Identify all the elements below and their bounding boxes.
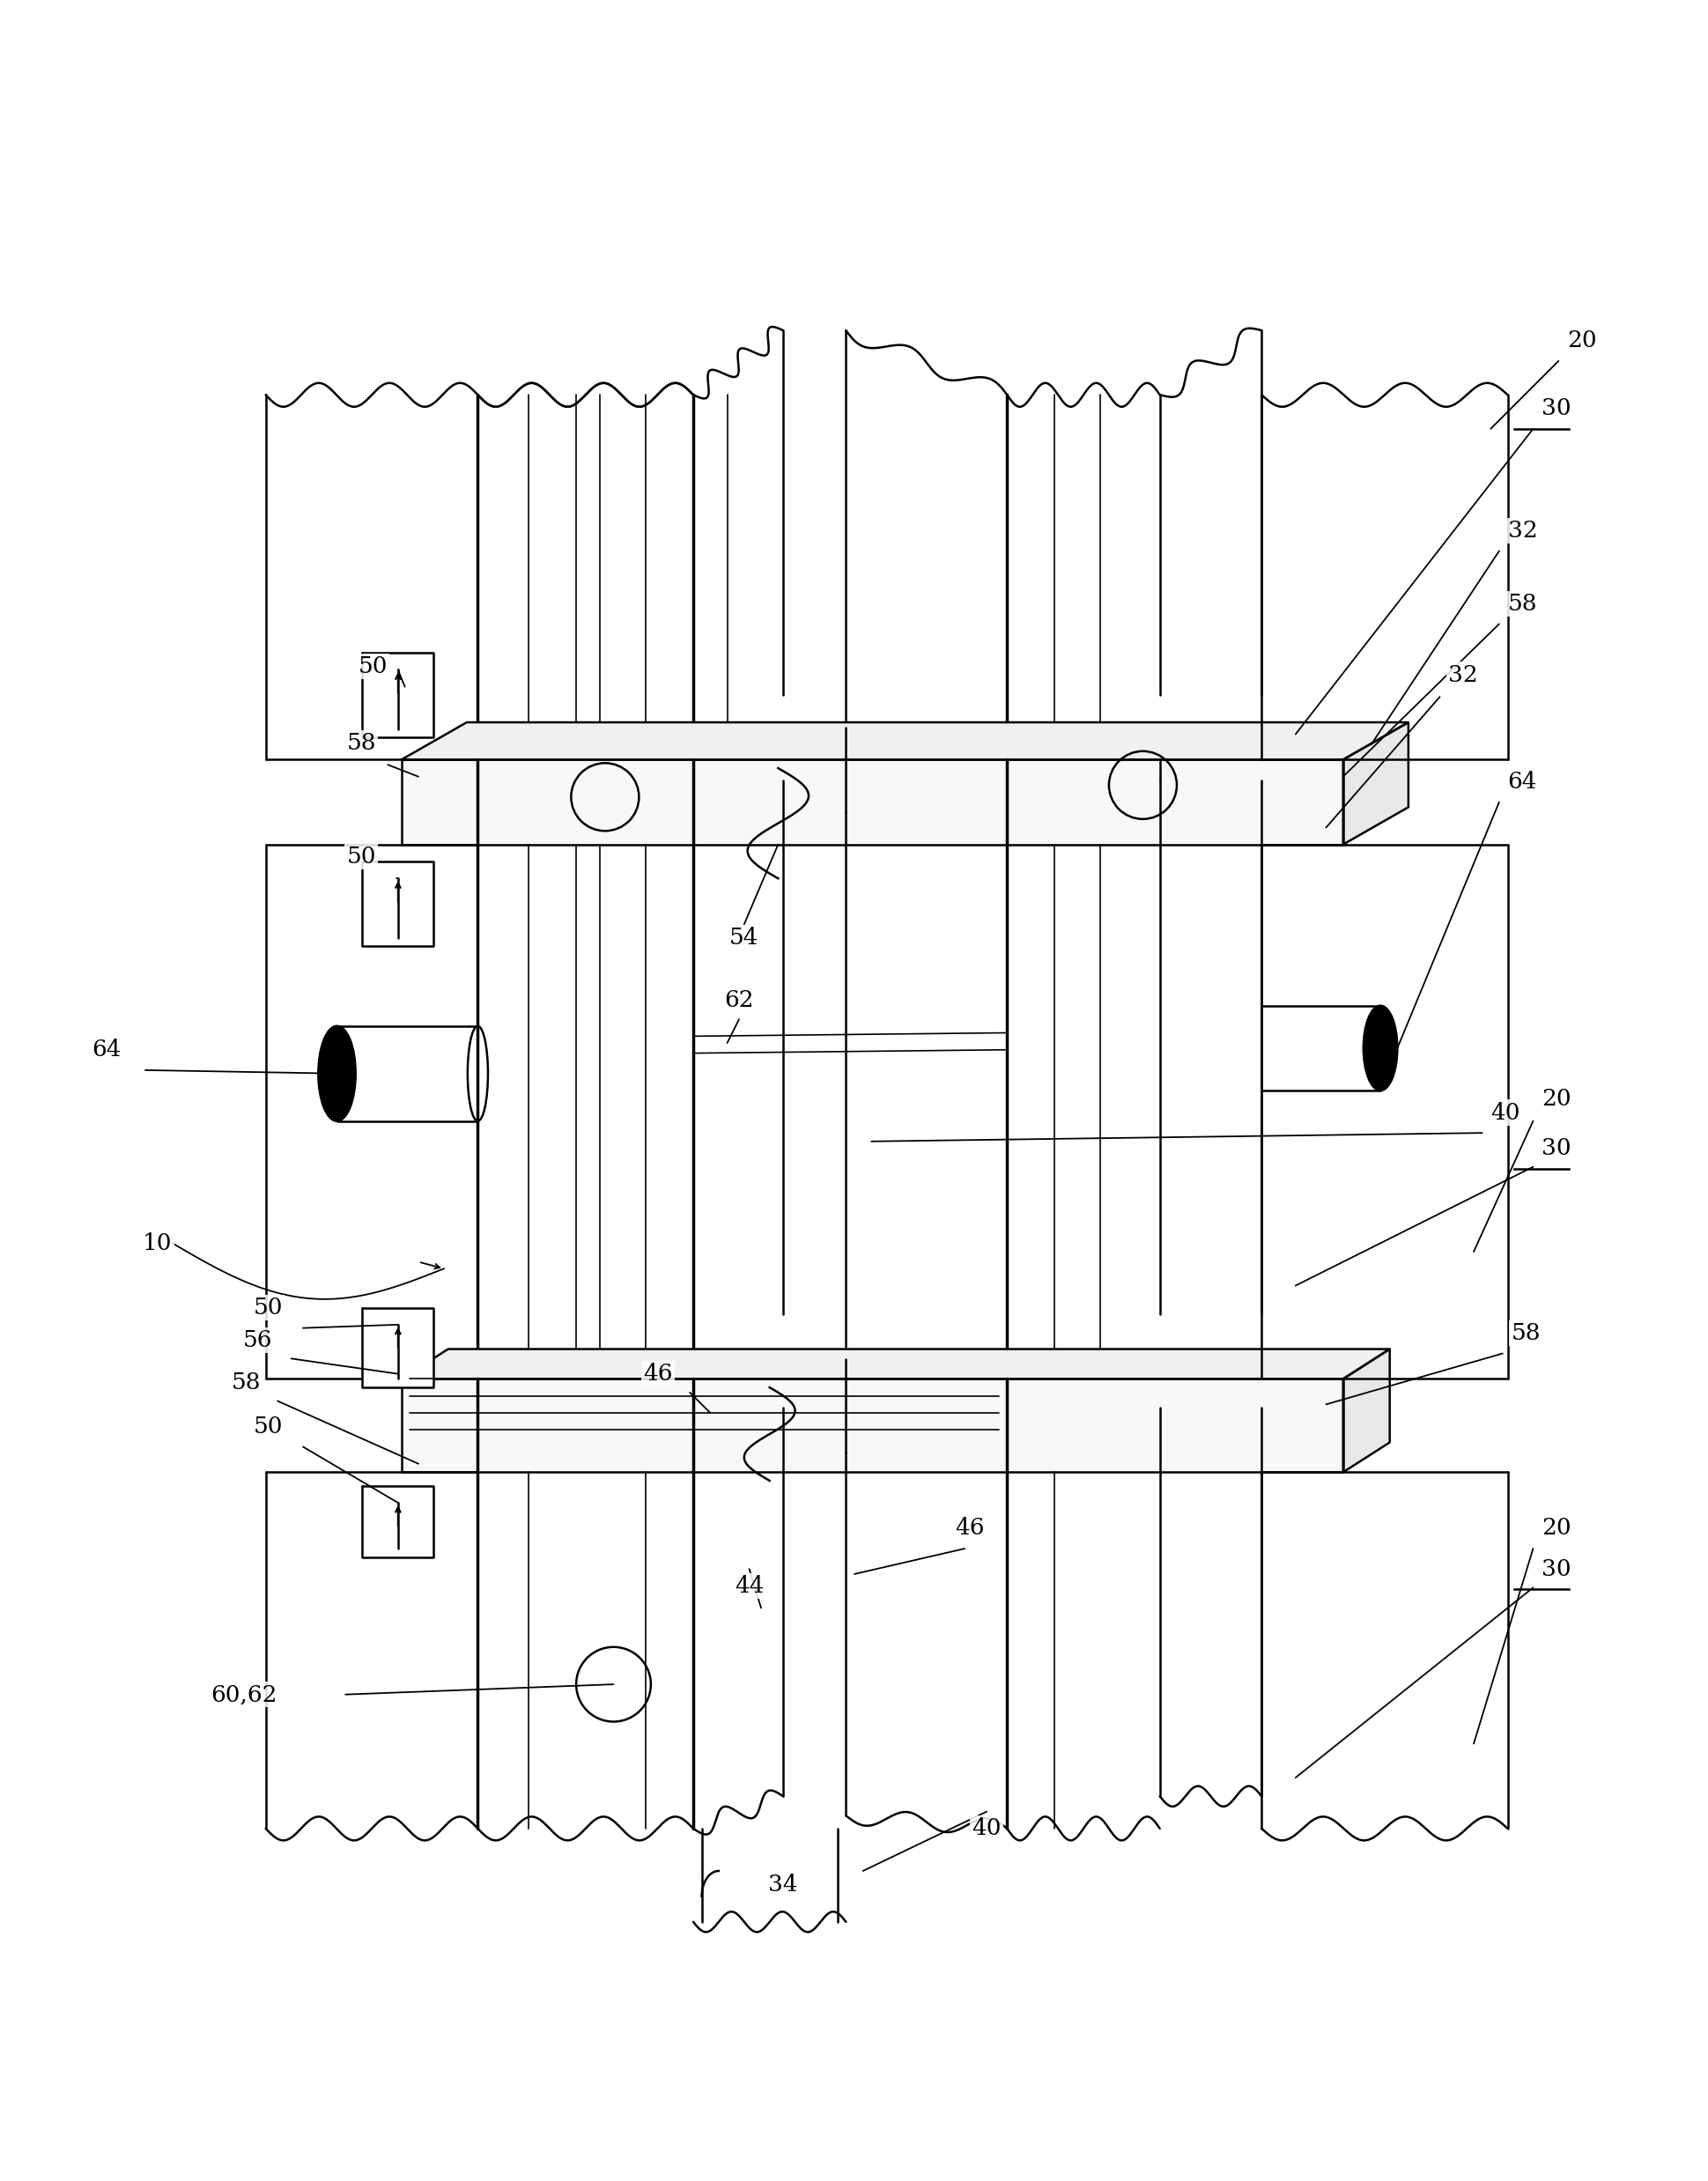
Text: 30: 30 [1541, 1136, 1570, 1158]
Text: 20: 20 [1541, 1088, 1570, 1110]
Polygon shape [401, 1350, 1389, 1378]
Polygon shape [362, 652, 434, 737]
Ellipse shape [1363, 1005, 1397, 1090]
Ellipse shape [318, 1025, 355, 1121]
Text: 10: 10 [143, 1232, 173, 1254]
Text: 30: 30 [1541, 397, 1570, 419]
Text: 46: 46 [642, 1363, 673, 1385]
Text: 50: 50 [359, 654, 388, 678]
Polygon shape [362, 1485, 434, 1557]
Text: 58: 58 [1506, 593, 1537, 615]
Text: 30: 30 [1541, 1557, 1570, 1579]
Text: 20: 20 [1566, 329, 1595, 351]
Polygon shape [401, 722, 1407, 759]
Polygon shape [401, 759, 1342, 844]
Text: 64: 64 [1506, 770, 1537, 792]
Text: 34: 34 [769, 1873, 798, 1895]
Text: 46: 46 [955, 1518, 984, 1540]
Text: 40: 40 [1489, 1101, 1520, 1123]
Text: 60,62: 60,62 [212, 1684, 277, 1706]
Text: 58: 58 [347, 731, 376, 755]
Text: 58: 58 [1510, 1322, 1539, 1343]
Text: 50: 50 [253, 1298, 282, 1320]
Text: 58: 58 [231, 1372, 261, 1394]
Text: 50: 50 [347, 846, 376, 868]
Text: 56: 56 [243, 1328, 272, 1350]
Text: 32: 32 [1447, 663, 1477, 685]
Text: 62: 62 [724, 990, 753, 1012]
Text: 32: 32 [1506, 519, 1537, 541]
Text: 50: 50 [253, 1415, 282, 1437]
Polygon shape [1342, 1350, 1389, 1472]
Polygon shape [1342, 722, 1407, 844]
Text: 40: 40 [972, 1817, 1001, 1839]
Polygon shape [401, 1378, 1342, 1472]
Text: 44: 44 [734, 1575, 763, 1596]
Polygon shape [362, 1309, 434, 1387]
Text: 20: 20 [1541, 1518, 1570, 1540]
Polygon shape [362, 861, 434, 947]
Text: 54: 54 [729, 927, 758, 949]
Text: 64: 64 [92, 1038, 121, 1060]
